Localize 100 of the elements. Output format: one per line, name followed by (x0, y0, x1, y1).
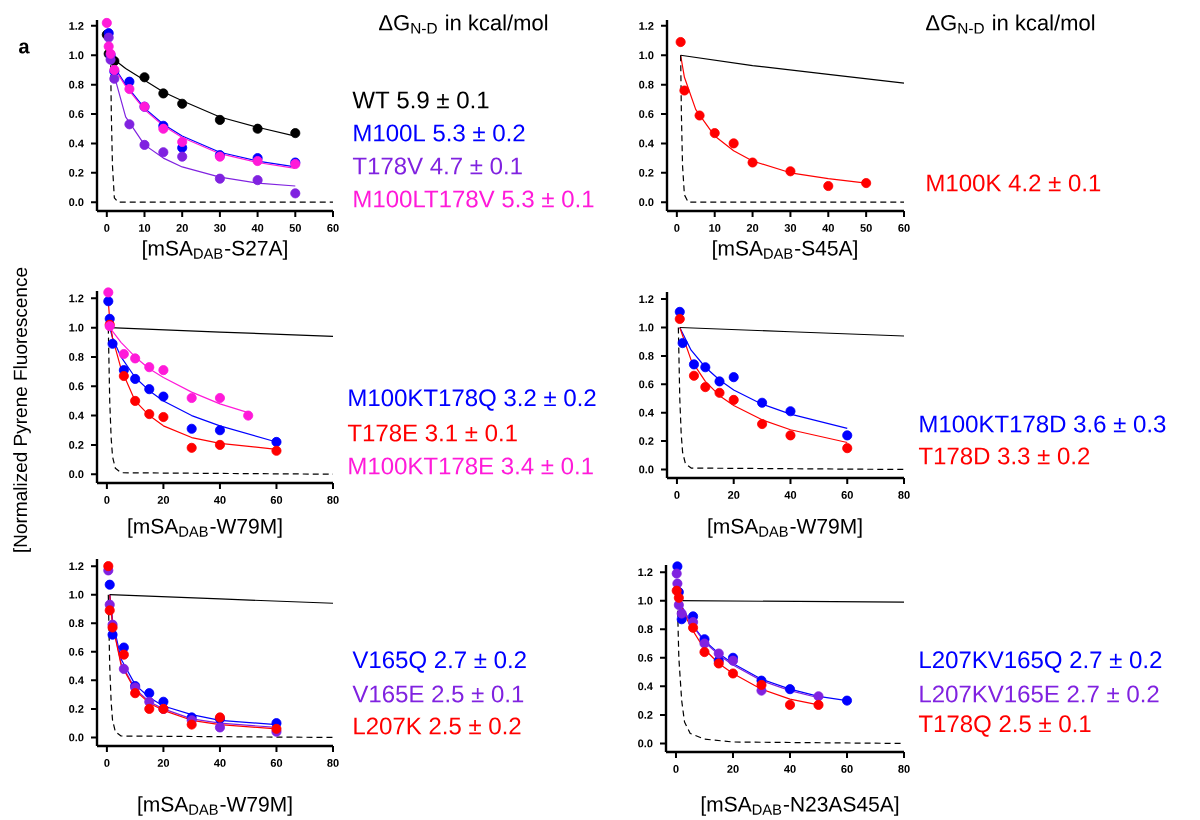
text: L207KV165E 2.7 ± 0.2 (920, 685, 1159, 703)
y-tick-label: 1.2 (639, 22, 654, 30)
x-tick-label: 40 (784, 491, 797, 499)
text: ΔG$_{N-D}$ in kcal/mol (926, 14, 1095, 34)
text: V165E 2.5 ± 0.1 (352, 685, 524, 703)
x-tick-label: 80 (898, 491, 910, 499)
text: M100KT178D 3.6 ± 0.3 (920, 415, 1166, 433)
x-tick-label: 80 (898, 765, 910, 773)
x-tick-label: 50 (860, 224, 872, 232)
x-tick-label: 20 (746, 224, 759, 232)
x-tick-label: 20 (727, 765, 739, 773)
y-tick-label: 1.2 (638, 568, 653, 576)
x-tick-label: 40 (213, 759, 226, 767)
x-tick-label: 0 (104, 496, 110, 504)
x-tick-label: 10 (709, 224, 721, 232)
text: T178Q 2.5 ± 0.1 (918, 715, 1091, 737)
x-tick-label: 60 (841, 765, 853, 773)
y-tick-label: 0.0 (639, 465, 654, 474)
y-tick-label: 0.0 (69, 470, 84, 479)
x-tick-label: 60 (898, 224, 910, 232)
y-tick-label: 0.0 (69, 733, 84, 742)
y-tick-label: 1.0 (69, 51, 84, 60)
x-tick-label: 40 (251, 224, 264, 232)
y-tick-label: 0.6 (69, 382, 84, 391)
y-axis-title: [Normalized Pyrene Fluorescence (13, 267, 31, 552)
y-tick-label: 1.2 (69, 562, 84, 570)
y-tick-label: 0.6 (638, 653, 653, 662)
y-tick-label: 0.4 (639, 139, 654, 148)
x-tick-label: 30 (784, 224, 797, 232)
y-tick-label: 0.8 (69, 619, 84, 628)
y-tick-label: 0.8 (639, 351, 654, 360)
y-tick-label: 0.6 (69, 110, 84, 118)
x-tick-label: 60 (841, 491, 853, 499)
y-tick-label: 0.2 (639, 437, 654, 445)
y-tick-label: 1.0 (69, 323, 84, 332)
x-tick-label: 40 (784, 765, 796, 773)
x-tick-label: 20 (727, 491, 740, 499)
text: M100L 5.3 ± 0.2 (354, 124, 525, 142)
y-tick-label: 0.2 (69, 440, 84, 449)
text: L207KV165Q 2.7 ± 0.2 (920, 651, 1162, 673)
x-tick-label: 0 (674, 224, 680, 232)
y-tick-label: 0.4 (69, 676, 84, 685)
x-tick-label: 60 (270, 759, 283, 767)
x-axis-title: [mSA$_{DAB}$-S45A] (713, 240, 857, 260)
y-tick-label: 0.2 (69, 704, 84, 713)
x-tick-label: 0 (104, 224, 110, 232)
x-tick-label: 0 (673, 765, 679, 773)
y-tick-label: 0.8 (69, 353, 84, 361)
x-tick-label: 10 (139, 224, 151, 232)
x-tick-label: 40 (213, 496, 226, 504)
x-tick-label: 20 (176, 224, 188, 232)
text: M100KT178Q 3.2 ± 0.2 (349, 389, 596, 411)
x-tick-label: 50 (289, 224, 301, 232)
y-tick-label: 0.8 (638, 625, 653, 634)
y-tick-label: 1.2 (639, 295, 654, 303)
y-tick-label: 1.2 (69, 22, 84, 30)
x-tick-label: 60 (327, 224, 339, 232)
y-tick-label: 1.2 (69, 294, 84, 303)
y-tick-label: 0.2 (638, 710, 653, 719)
y-tick-label: 0.6 (639, 110, 654, 118)
y-tick-label: 0.2 (639, 168, 654, 177)
y-tick-label: 0.0 (639, 198, 654, 207)
y-tick-label: 0.2 (69, 168, 84, 177)
text: M100K 4.2 ± 0.1 (927, 174, 1101, 192)
x-axis-title: [mSA$_{DAB}$-W79M] (708, 518, 862, 538)
x-axis-title: [mSA$_{DAB}$-W79M] (138, 796, 292, 816)
y-tick-label: 0.0 (69, 198, 84, 207)
x-axis-title: [mSA$_{DAB}$-N23AS45A] (701, 796, 899, 816)
text: WT 5.9 ± 0.1 (352, 91, 489, 109)
y-tick-label: 1.0 (639, 323, 654, 332)
x-tick-label: 80 (327, 496, 339, 504)
x-tick-label: 40 (822, 224, 834, 232)
y-tick-label: 1.0 (69, 590, 84, 599)
y-tick-label: 0.4 (638, 682, 653, 691)
x-axis-title: [mSA$_{DAB}$-S27A] (143, 240, 287, 260)
x-tick-label: 60 (270, 496, 283, 504)
y-tick-label: 0.4 (639, 408, 654, 417)
y-tick-label: 1.0 (638, 596, 653, 605)
y-tick-label: 0.0 (638, 739, 653, 748)
x-axis-title: [mSA$_{DAB}$-W79M] (128, 518, 282, 538)
x-tick-label: 0 (674, 491, 680, 499)
y-tick-label: 0.8 (639, 80, 654, 89)
x-tick-label: 80 (327, 759, 339, 767)
text: V165Q 2.7 ± 0.2 (352, 651, 526, 673)
x-tick-label: 20 (157, 759, 170, 767)
y-tick-label: 0.6 (639, 380, 654, 389)
text: a (19, 42, 30, 54)
text: T178V 4.7 ± 0.1 (352, 157, 522, 175)
y-tick-label: 0.4 (69, 411, 84, 420)
text: L207K 2.5 ± 0.2 (354, 717, 521, 735)
text: ΔG$_{N-D}$ in kcal/mol (379, 14, 548, 34)
y-tick-label: 1.0 (639, 51, 654, 60)
y-tick-label: 0.4 (69, 139, 84, 148)
text: M100LT178V 5.3 ± 0.1 (354, 190, 594, 208)
text: T178D 3.3 ± 0.2 (918, 447, 1090, 465)
y-tick-label: 0.8 (69, 80, 84, 89)
text: T178E 3.1 ± 0.1 (347, 424, 517, 442)
text: M100KT178E 3.4 ± 0.1 (349, 457, 593, 475)
x-tick-label: 20 (157, 496, 170, 504)
x-tick-label: 0 (104, 759, 110, 767)
